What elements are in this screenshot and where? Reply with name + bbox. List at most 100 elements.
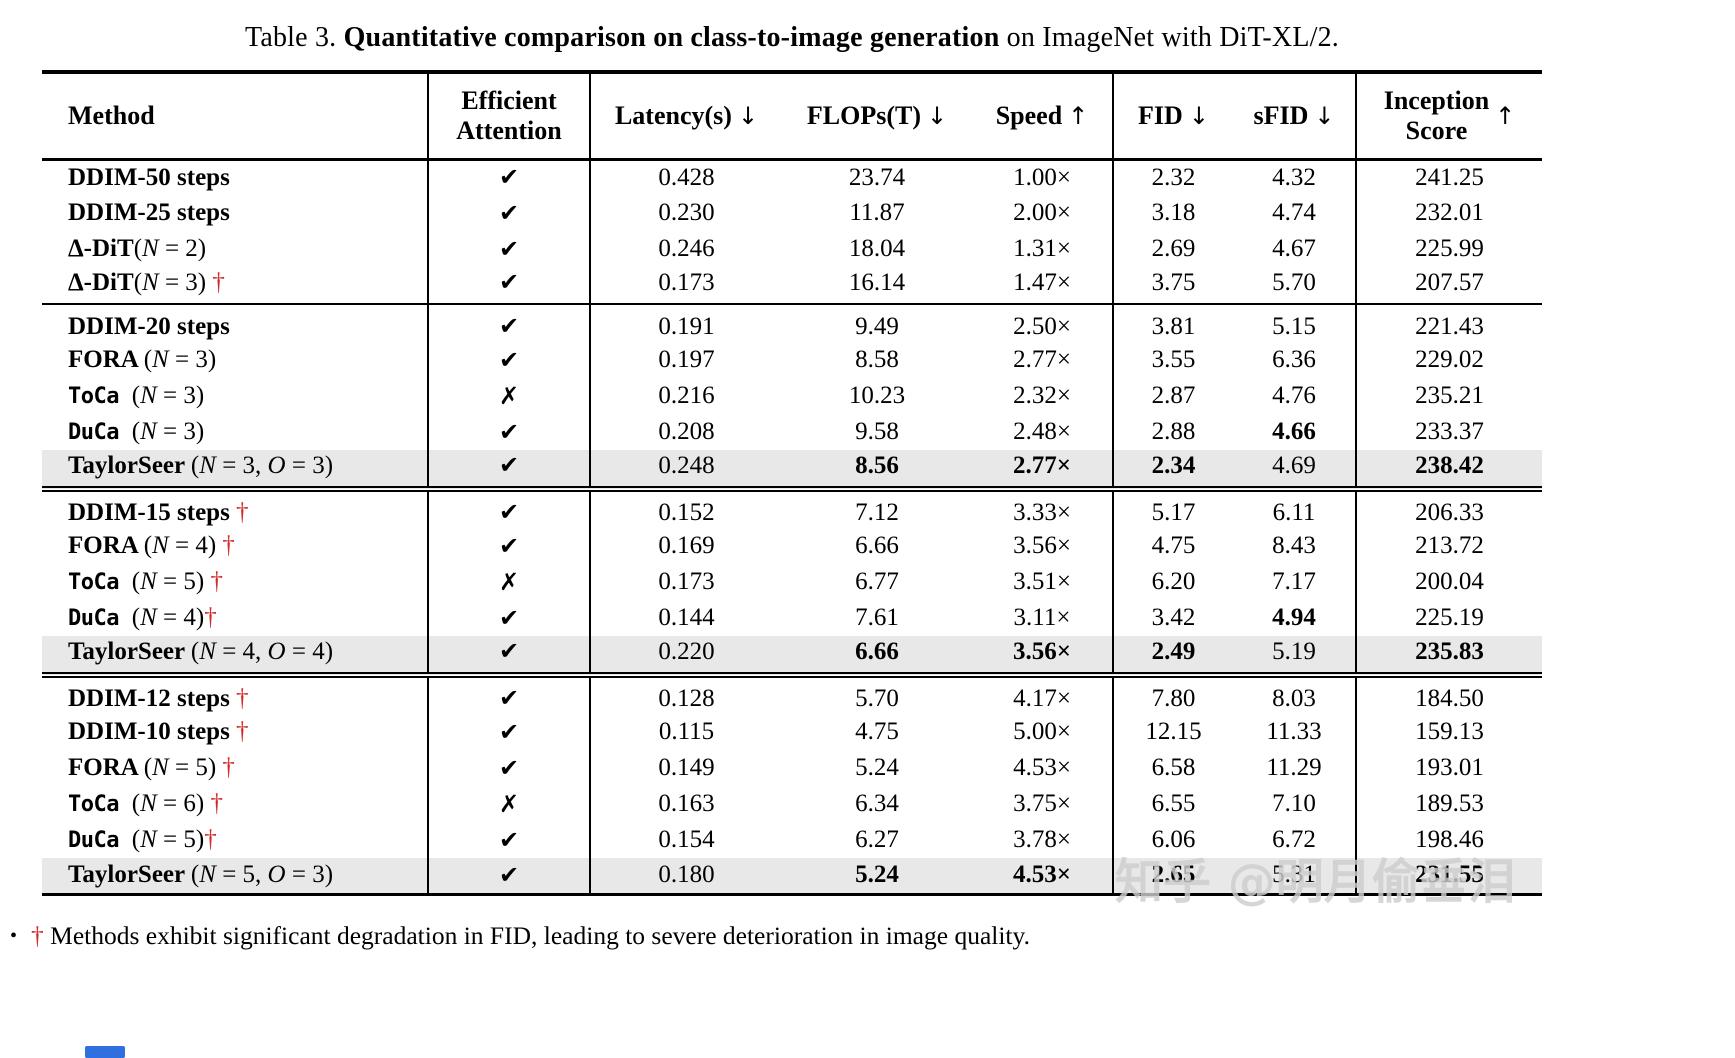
method-segment: = 3, xyxy=(215,451,268,479)
table-row: ToCa (N = 5) † ✗ 0.173 6.77 3.51× 6.20 7.17 200… xyxy=(42,564,1542,600)
cell-flops: 10.23 xyxy=(848,382,906,409)
cross-icon: ✗ xyxy=(498,789,520,818)
cell-method: DuCa (N = 5)† xyxy=(42,822,429,858)
cell-method: ToCa (N = 6) † xyxy=(42,786,429,822)
col-header-attention: Efficient Attention xyxy=(428,72,591,161)
cell-speed: 5.00× xyxy=(972,714,1114,750)
cell-latency: 0.163 xyxy=(658,790,715,817)
cell-is: 225.99 xyxy=(1415,235,1484,262)
table-row: FORA (N = 5) † ✔ 0.149 5.24 4.53× 6.58 11.29 19… xyxy=(42,750,1542,786)
cell-sfid: 7.17 xyxy=(1233,564,1357,600)
cell-sfid: 11.33 xyxy=(1233,714,1357,750)
cell-flops: 18.04 xyxy=(848,235,906,262)
cell-attention: ✔ xyxy=(428,822,591,858)
cell-latency: 0.230 xyxy=(658,199,715,226)
cell-speed: 3.51× xyxy=(972,564,1114,600)
table-row: FORA (N = 4) † ✔ 0.169 6.66 3.56× 4.75 8.43 213… xyxy=(42,528,1542,564)
method-segment: ( xyxy=(131,417,141,445)
cell-latency: 0.128 xyxy=(590,672,782,714)
cell-sfid: 6.72 xyxy=(1233,822,1357,858)
cell-flops: 8.58 xyxy=(855,346,899,373)
cell-attention: ✔ xyxy=(428,159,591,195)
dagger-icon: † xyxy=(222,754,235,781)
method-segment: Δ-DiT xyxy=(68,268,134,296)
cell-is: 207.57 xyxy=(1415,268,1484,296)
cell-is: 231.55 xyxy=(1356,858,1542,894)
cell-speed: 2.32× xyxy=(972,378,1114,414)
table-row: TaylorSeer (N = 3, O = 3) ✔ 0.248 8.56 2.77×… xyxy=(42,450,1542,489)
cell-attention: ✔ xyxy=(428,636,591,675)
method-segment: N xyxy=(142,268,159,296)
method-segment: O xyxy=(267,637,286,665)
method-segment: ( xyxy=(131,603,141,631)
method-segment: ( xyxy=(131,825,141,853)
cell-is: 221.43 xyxy=(1356,303,1542,342)
cell-latency: 0.246 xyxy=(658,235,715,262)
cell-attention: ✔ xyxy=(428,267,591,304)
footnote: • † Methods exhibit significant degradati… xyxy=(10,920,1710,952)
table-row: ToCa (N = 3) ✗ 0.216 10.23 2.32× 2.87 4.76 235.… xyxy=(42,378,1542,414)
method-segment: DDIM-50 steps xyxy=(68,163,230,191)
cell-is: 232.01 xyxy=(1415,199,1484,226)
method-segment: = 3) xyxy=(158,268,213,296)
cell-fid: 2.49 xyxy=(1113,636,1233,675)
col-header-fid: FID ↓ xyxy=(1113,72,1233,161)
cell-is: 159.13 xyxy=(1415,718,1484,745)
table-row: DDIM-25 steps ✔ 0.230 11.87 2.00× 3.18 4.74 232… xyxy=(42,195,1542,231)
method-segment: FORA xyxy=(68,532,144,559)
method-segment: TaylorSeer xyxy=(68,861,191,889)
cell-sfid: 4.76 xyxy=(1233,378,1357,414)
cell-flops: 9.58 xyxy=(855,418,899,445)
cell-fid: 3.42 xyxy=(1151,604,1196,631)
dagger-icon: † xyxy=(236,718,249,745)
method-segment: N xyxy=(152,532,169,559)
table-row: DDIM-10 steps † ✔ 0.115 4.75 5.00× 12.15 11.33… xyxy=(42,714,1542,750)
method-segment: = 5) xyxy=(156,567,211,595)
cell-fid: 12.15 xyxy=(1145,718,1202,745)
cell-is: 225.19 xyxy=(1415,604,1484,631)
cell-speed: 3.75× xyxy=(972,786,1114,822)
cell-fid: 2.65 xyxy=(1113,858,1233,894)
table-row: DDIM-50 steps ✔ 0.428 23.74 1.00× 2.32 4.32 241… xyxy=(42,159,1542,195)
check-icon: ✔ xyxy=(498,345,520,374)
check-icon: ✔ xyxy=(498,717,520,746)
cell-sfid: 4.67 xyxy=(1233,231,1357,267)
cell-method: DDIM-50 steps xyxy=(42,159,429,195)
cell-is: 189.53 xyxy=(1415,790,1484,817)
table-row: DDIM-20 steps ✔ 0.191 9.49 2.50× 3.81 5.15 221.… xyxy=(42,303,1542,342)
check-icon: ✔ xyxy=(498,498,520,526)
method-segment: = 3) xyxy=(285,861,334,889)
cell-speed: 3.56× xyxy=(972,528,1114,564)
cell-sfid: 8.03 xyxy=(1233,672,1357,714)
method-segment: O xyxy=(267,861,286,889)
cell-speed: 2.48× xyxy=(972,414,1114,450)
cell-flops: 5.70 xyxy=(782,672,972,714)
method-segment: N xyxy=(199,637,216,665)
method-segment: N xyxy=(199,861,216,889)
method-segment: = 3) xyxy=(285,451,334,479)
method-segment: N xyxy=(140,789,157,817)
cell-method: ToCa (N = 3) xyxy=(42,378,429,414)
method-segment: Δ-DiT xyxy=(68,235,134,262)
cell-attention: ✗ xyxy=(428,786,591,822)
dagger-icon: † xyxy=(210,789,223,817)
method-segment: N xyxy=(152,754,169,781)
table-row: DuCa (N = 4)† ✔ 0.144 7.61 3.11× 3.42 4.94 225.… xyxy=(42,600,1542,636)
check-icon: ✔ xyxy=(498,603,520,632)
col-header-speed: Speed ↑ xyxy=(972,72,1114,161)
cell-fid: 3.75 xyxy=(1151,268,1196,296)
col-header-is: Inception Score ↑ xyxy=(1356,72,1542,161)
cell-sfid: 4.69 xyxy=(1233,450,1357,489)
cell-attention: ✔ xyxy=(428,486,591,528)
table-row: DuCa (N = 5)† ✔ 0.154 6.27 3.78× 6.06 6.72 198.… xyxy=(42,822,1542,858)
cell-flops: 23.74 xyxy=(848,163,906,191)
cell-latency: 0.197 xyxy=(658,346,715,373)
method-segment: = 6) xyxy=(156,789,211,817)
check-icon: ✔ xyxy=(498,684,520,712)
dagger-icon: † xyxy=(210,567,223,595)
cell-fid: 2.87 xyxy=(1151,382,1196,409)
check-icon: ✔ xyxy=(498,268,520,296)
cell-speed: 1.31× xyxy=(972,231,1114,267)
cell-fid: 2.34 xyxy=(1113,450,1233,489)
dagger-icon: † xyxy=(212,268,225,296)
